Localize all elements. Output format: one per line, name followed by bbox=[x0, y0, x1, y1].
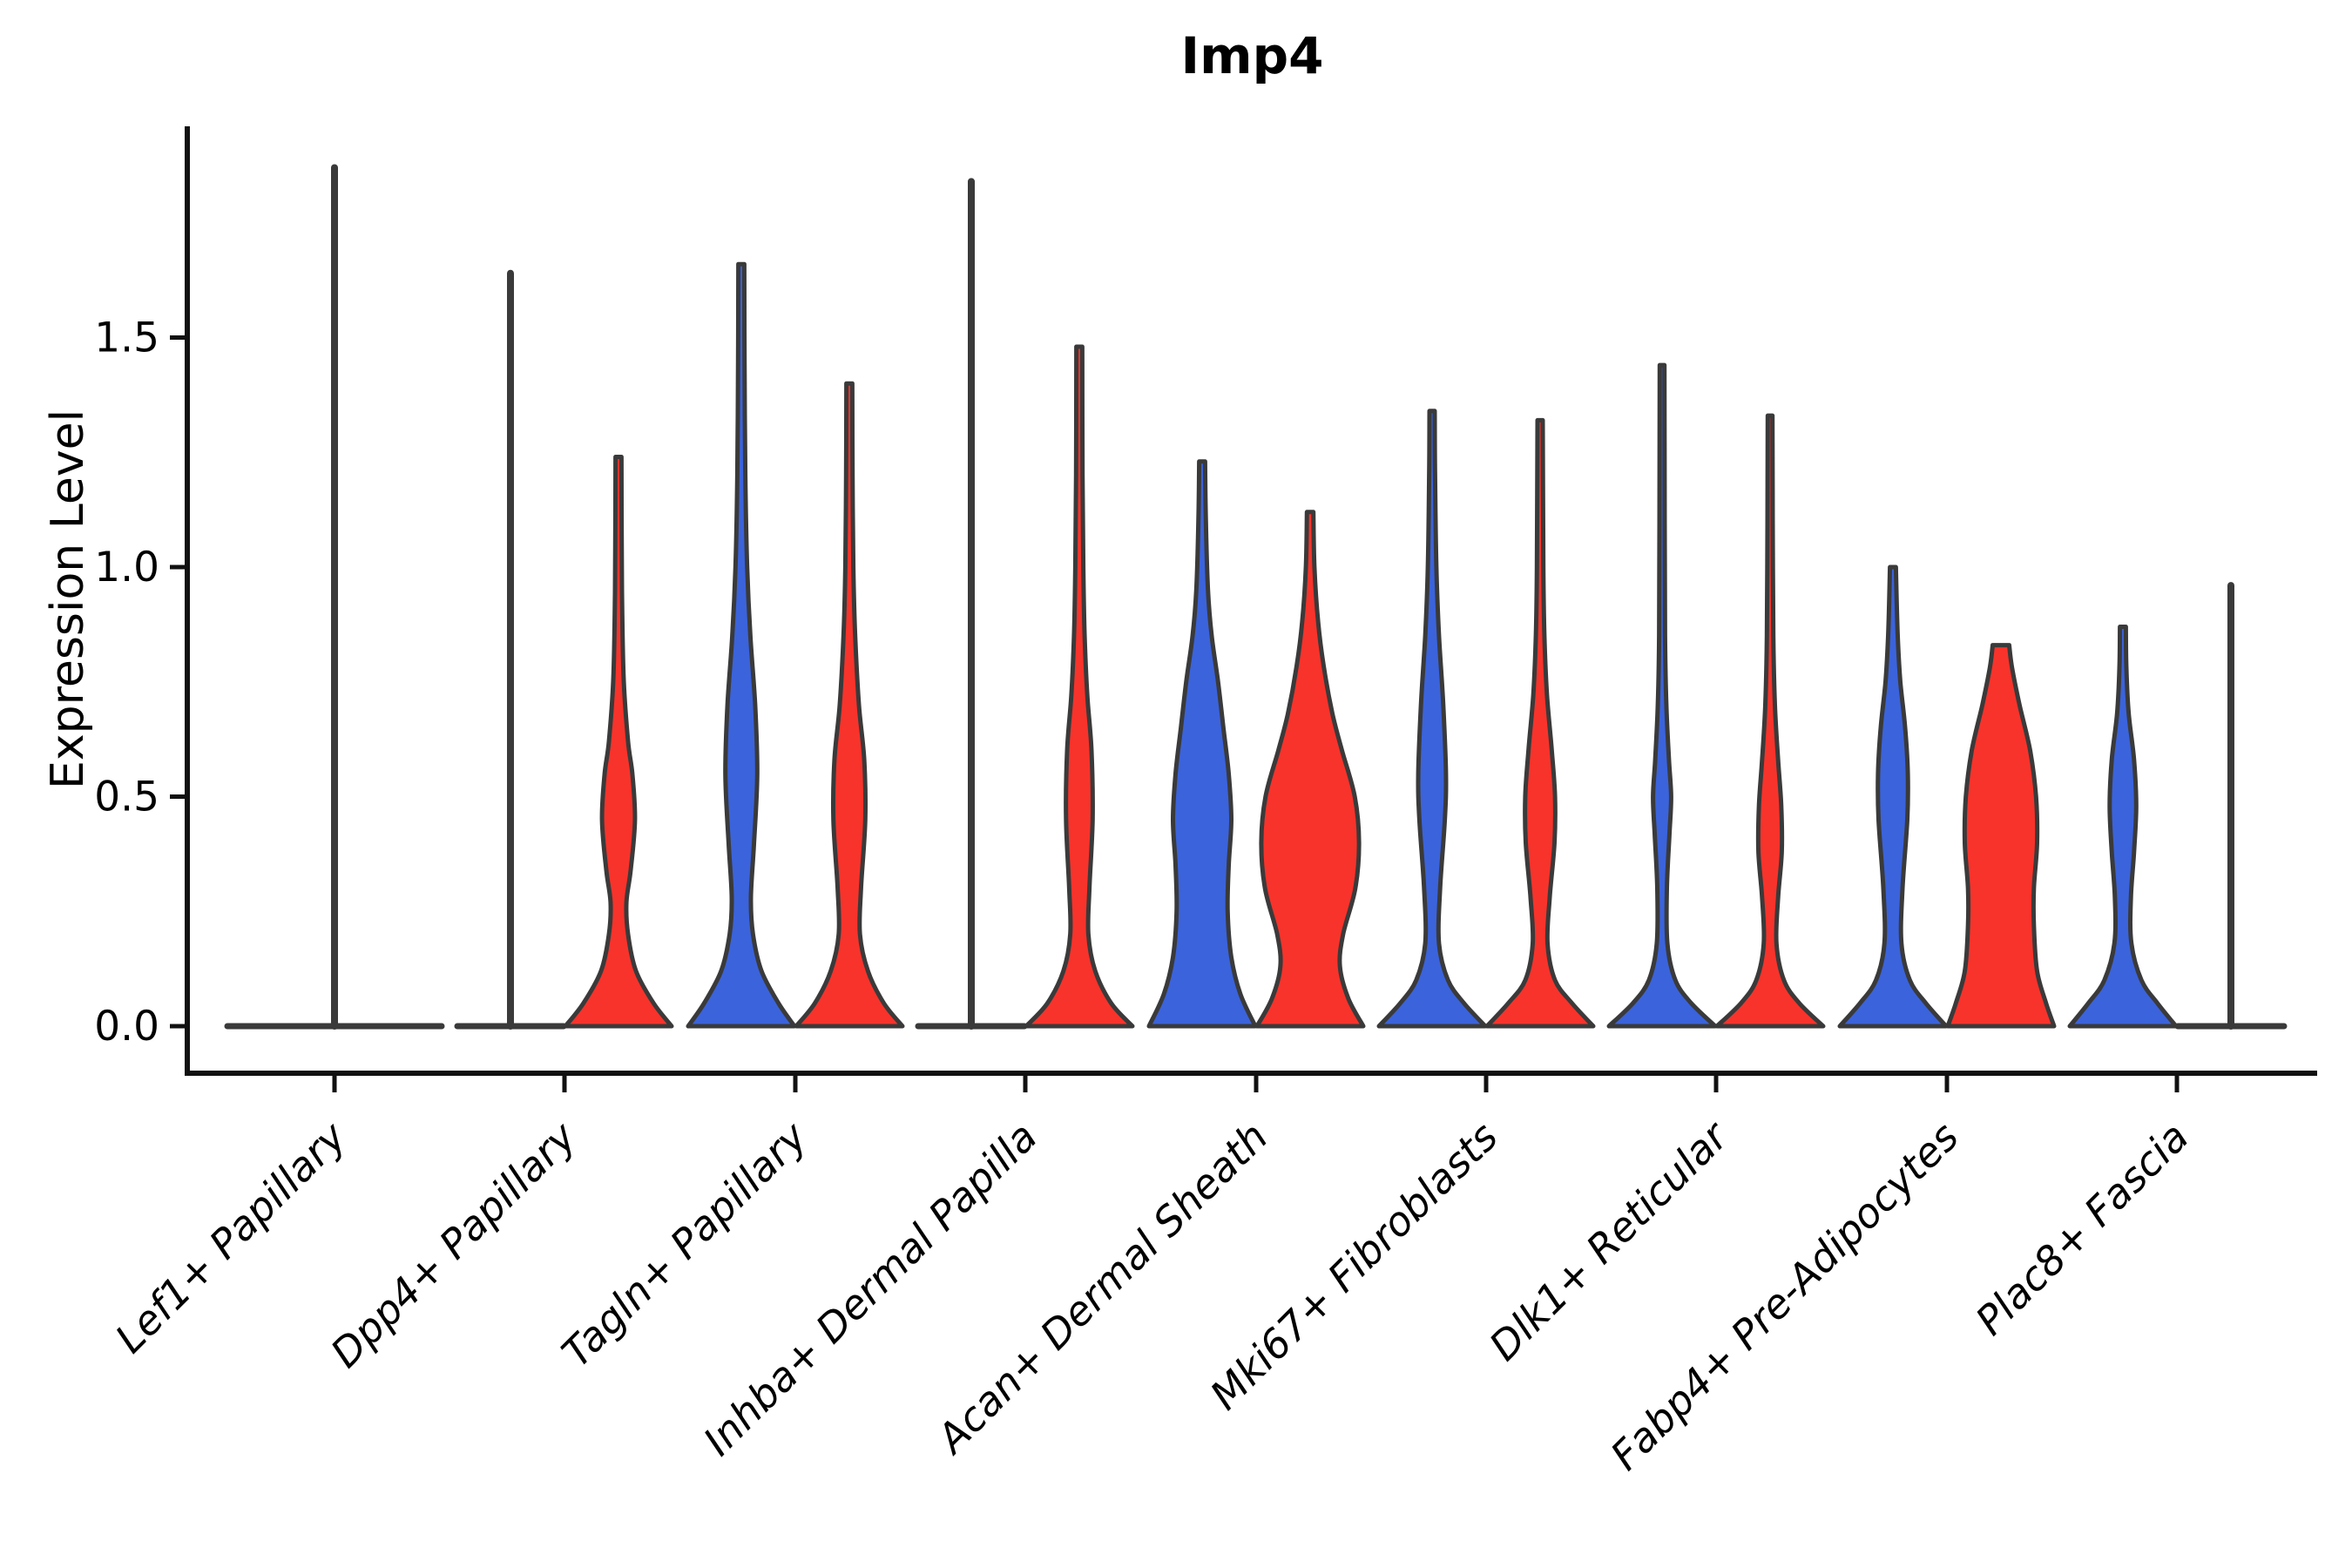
violin-3-red bbox=[1024, 344, 1135, 1029]
violin-4-red bbox=[1254, 510, 1366, 1029]
x-tick-label: Dlk1+ Reticular bbox=[1480, 1111, 1739, 1369]
y-tick-label: 0.5 bbox=[94, 774, 159, 821]
violin-6-blue bbox=[1606, 362, 1718, 1029]
violin-5-red bbox=[1484, 417, 1596, 1029]
violin-8-blue bbox=[2067, 625, 2179, 1029]
violin-7-blue bbox=[1837, 564, 1949, 1029]
violin-6-red bbox=[1714, 413, 1826, 1029]
violin-2-blue bbox=[686, 261, 797, 1029]
x-tick-label: Plac8+ Fascia bbox=[1966, 1113, 2197, 1344]
y-tick-label: 1.5 bbox=[94, 314, 159, 362]
violin-4-blue bbox=[1146, 459, 1258, 1029]
violin-1-red bbox=[563, 455, 674, 1029]
x-tick-label: Lef1+ Papillary bbox=[106, 1112, 355, 1362]
violin-2-red bbox=[794, 381, 905, 1029]
x-tick-label: Tagln+ Papillary bbox=[552, 1112, 816, 1376]
violin-5-blue bbox=[1376, 409, 1488, 1029]
x-tick-label: Dpp4+ Papillary bbox=[321, 1112, 585, 1376]
chart-title: Imp4 bbox=[1180, 26, 1324, 85]
y-tick-label: 0.0 bbox=[94, 1003, 159, 1051]
violin-7-red bbox=[1945, 643, 2057, 1029]
y-tick-label: 1.0 bbox=[94, 544, 159, 591]
